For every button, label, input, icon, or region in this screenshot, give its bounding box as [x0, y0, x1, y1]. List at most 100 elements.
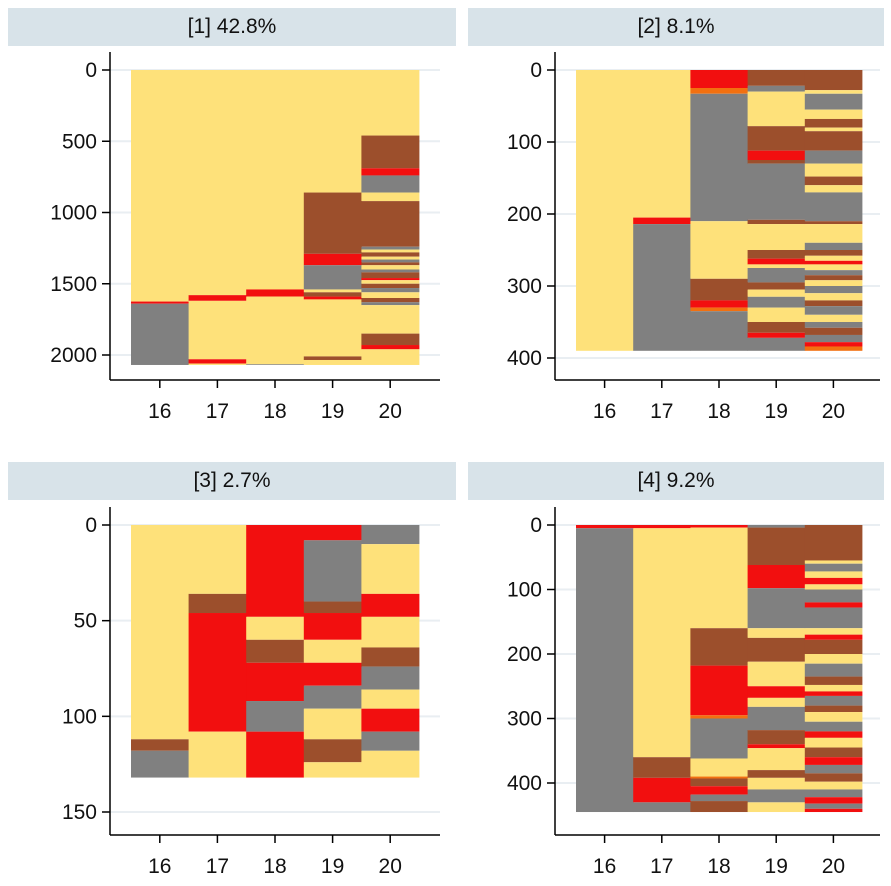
- state-segment-yellow: [361, 544, 420, 594]
- state-segment-grey: [804, 286, 863, 294]
- x-tick-label: 19: [765, 400, 788, 423]
- state-segment-yellow: [804, 654, 863, 664]
- state-segment-red: [361, 168, 420, 176]
- state-segment-grey: [804, 589, 863, 603]
- state-segment-grey: [747, 163, 806, 220]
- y-tick-label: 300: [507, 275, 542, 298]
- state-segment-red: [690, 786, 748, 795]
- state-segment-brown: [361, 283, 420, 289]
- state-segment-yellow: [804, 90, 863, 94]
- state-segment-yellow: [361, 616, 420, 648]
- state-segment-yellow: [361, 305, 420, 334]
- state-segment-red: [747, 564, 806, 589]
- state-segment-yellow: [303, 708, 362, 740]
- state-segment-yellow: [804, 127, 863, 132]
- state-segment-yellow: [804, 255, 863, 261]
- y-tick-label: 1500: [50, 273, 97, 296]
- state-segment-yellow: [747, 91, 806, 127]
- state-segment-grey: [747, 706, 806, 731]
- state-segment-brown: [690, 278, 748, 301]
- x-tick-label: 19: [321, 855, 344, 878]
- state-segment-brown: [747, 322, 806, 333]
- state-segment-red: [361, 593, 420, 617]
- state-segment-grey: [747, 789, 806, 803]
- state-segment-brown: [361, 201, 420, 247]
- state-segment-yellow: [633, 70, 691, 218]
- state-segment-yellow: [303, 299, 362, 357]
- state-segment-yellow: [804, 737, 863, 748]
- panel-4-title: [4] 9.2%: [468, 462, 884, 500]
- state-segment-yellow: [188, 731, 247, 778]
- state-segment-grey: [361, 525, 420, 545]
- state-segment-brown: [131, 739, 189, 751]
- state-segment-grey: [747, 525, 806, 528]
- y-tick-label: 100: [62, 705, 97, 728]
- state-segment-yellow: [804, 109, 863, 119]
- state-segment-yellow: [361, 689, 420, 709]
- state-segment-grey: [246, 701, 305, 732]
- panel-3-plot: 0 50 100 150 16 17 18 19 20: [62, 507, 440, 878]
- state-segment-yellow: [804, 684, 863, 692]
- state-segment-yellow: [576, 70, 634, 351]
- state-segment-grey: [747, 296, 806, 308]
- panel-4-plot: 0 100 200 300 400 16 17 18 19 20: [507, 507, 880, 878]
- state-segment-yellow: [246, 70, 305, 290]
- y-tick-label: 100: [507, 579, 542, 602]
- state-segment-red: [633, 777, 691, 803]
- x-tick-label: 18: [263, 855, 286, 878]
- x-tick-label: 17: [206, 855, 229, 878]
- state-segment-red: [633, 525, 691, 529]
- state-segment-grey: [804, 563, 863, 572]
- state-segment-yellow: [804, 712, 863, 722]
- state-segment-brown: [246, 639, 305, 663]
- state-segment-brown: [804, 250, 863, 256]
- x-tick-label: 16: [148, 400, 171, 423]
- state-segment-red: [690, 300, 748, 308]
- state-segment-brown: [747, 637, 806, 662]
- y-tick-label: 150: [62, 801, 97, 824]
- state-segment-yellow: [804, 781, 863, 790]
- y-tick-label: 1000: [50, 202, 97, 225]
- state-segment-red: [747, 150, 806, 160]
- state-segment-yellow: [804, 628, 863, 635]
- state-segment-brown: [747, 770, 806, 778]
- state-segment-yellow: [361, 349, 420, 365]
- state-segment-orange: [690, 715, 748, 719]
- state-segment-grey: [804, 322, 863, 328]
- state-segment-red: [246, 525, 305, 617]
- state-segment-yellow: [361, 256, 420, 260]
- state-segment-brown: [804, 327, 863, 335]
- y-tick-label: 200: [507, 203, 542, 226]
- state-segment-brown: [804, 676, 863, 685]
- state-segment-grey: [747, 588, 806, 629]
- state-segment-grey: [303, 540, 362, 602]
- state-segment-brown: [303, 739, 362, 763]
- y-tick-label: 0: [85, 59, 97, 82]
- state-segment-red: [747, 686, 806, 698]
- state-segment-red: [303, 525, 362, 541]
- state-segment-yellow: [131, 525, 189, 740]
- state-segment-yellow: [361, 750, 420, 778]
- state-segment-red: [690, 70, 748, 88]
- state-segment-brown: [303, 356, 362, 360]
- state-segment-red: [188, 359, 247, 364]
- state-segment-brown: [804, 747, 863, 758]
- state-segment-yellow: [747, 307, 806, 322]
- state-segment-grey: [804, 150, 863, 164]
- state-segment-brown: [361, 262, 420, 266]
- x-tick-label: 18: [263, 400, 286, 423]
- state-segment-brown: [747, 126, 806, 151]
- state-segment-brown: [690, 778, 748, 787]
- state-segment-red: [690, 665, 748, 716]
- state-segment-grey: [361, 175, 420, 193]
- x-tick-label: 17: [650, 400, 673, 423]
- y-tick-label: 50: [74, 610, 97, 633]
- panel-2-title: [2] 8.1%: [468, 8, 884, 46]
- state-segment-grey: [246, 364, 305, 365]
- state-segment-yellow: [188, 300, 247, 360]
- x-tick-label: 17: [650, 855, 673, 878]
- x-tick-label: 16: [593, 855, 616, 878]
- state-segment-red: [804, 797, 863, 804]
- state-segment-brown: [804, 221, 863, 225]
